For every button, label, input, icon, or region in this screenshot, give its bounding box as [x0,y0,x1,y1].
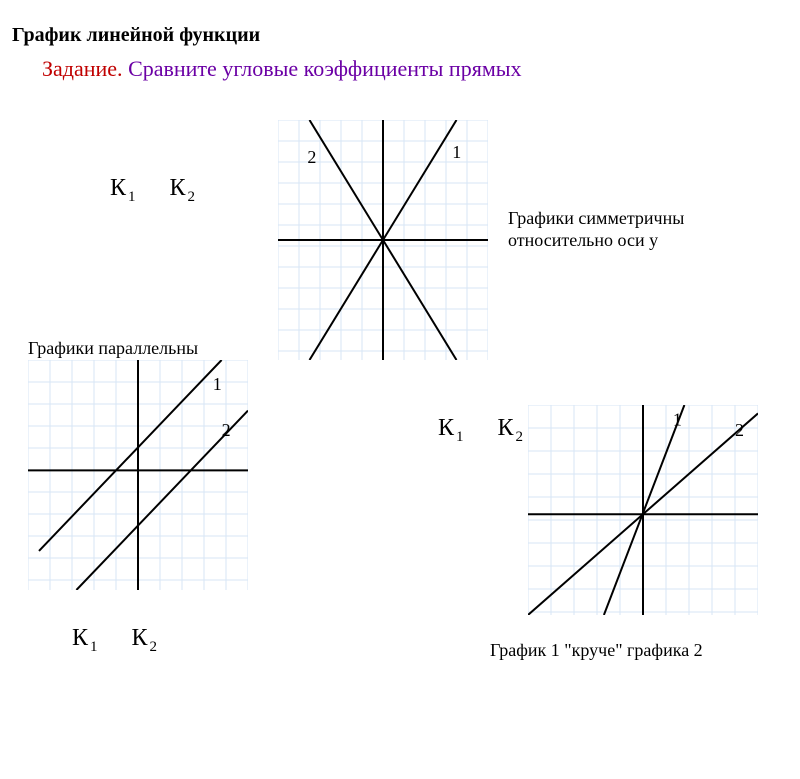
svg-text:2: 2 [222,420,231,440]
k-sym: К [438,415,456,441]
task-rest: Сравните угловые коэффициенты прямых [123,56,522,81]
svg-text:2: 2 [735,420,744,440]
k-sub: 2 [188,189,198,205]
k-sym: К [72,625,90,651]
caption-parallel: Графики параллельны [28,338,198,359]
page: График линейной функции Задание. Сравнит… [0,0,800,779]
caption-symmetric-1: Графики симметричны [508,208,684,229]
k-label-mid: К1 К2 [438,415,525,446]
k-sub: 1 [128,189,138,205]
plot-steeper: 12 [528,405,758,615]
svg-text:1: 1 [673,409,682,429]
plot-symmetric: 12 [278,120,488,360]
k-sub: 1 [90,639,100,655]
svg-text:2: 2 [307,147,316,167]
k-label-top: К1 К2 [110,175,197,206]
caption-symmetric-2: относительно оси у [508,230,658,251]
task-word: Задание. [42,56,123,81]
k-sub: 2 [150,639,160,655]
plot-parallel: 12 [28,360,248,590]
svg-text:1: 1 [213,374,222,394]
k-sym: К [110,175,128,201]
caption-steeper: График 1 "круче" графика 2 [490,640,703,661]
k-sub: 2 [516,429,526,445]
page-title: График линейной функции [12,24,260,47]
k-sym: К [498,415,516,441]
k-sym: К [132,625,150,651]
svg-text:1: 1 [452,142,461,162]
k-label-bottom: К1 К2 [72,625,159,656]
k-sub: 1 [456,429,466,445]
subtitle: Задание. Сравните угловые коэффициенты п… [42,56,522,82]
k-sym: К [170,175,188,201]
